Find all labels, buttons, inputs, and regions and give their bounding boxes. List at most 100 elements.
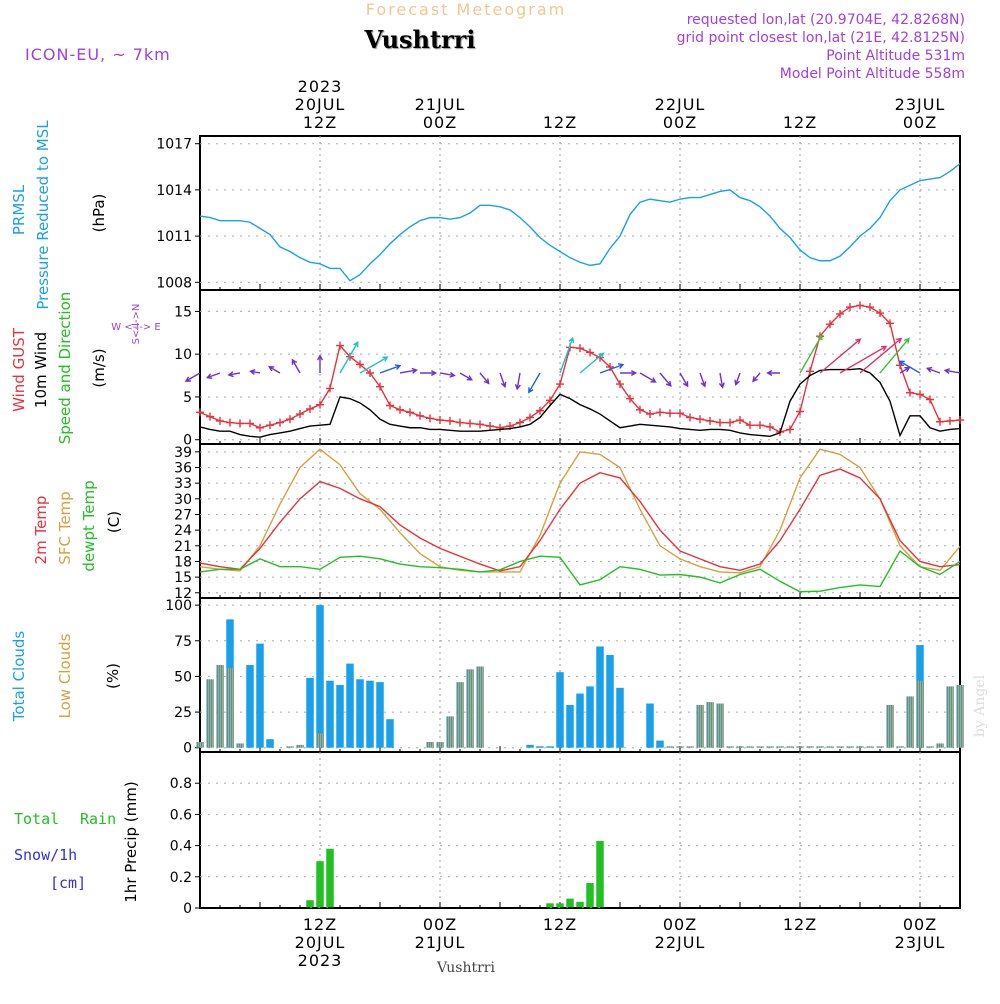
total-cloud-bar — [426, 742, 434, 748]
ytick-label: 75 — [174, 634, 192, 650]
wind-direction-arrow — [267, 366, 281, 374]
gust-marker — [756, 421, 764, 430]
time-label: 12Z — [543, 113, 577, 132]
rain-bar — [326, 848, 334, 908]
wind-direction-arrow — [639, 372, 657, 383]
total-cloud-bar — [846, 746, 854, 748]
location-title: Vushtrri — [364, 25, 476, 54]
total-cloud-bar — [596, 646, 604, 748]
wind-direction-arrow — [359, 356, 389, 374]
gust-marker — [356, 360, 364, 369]
gust-marker — [616, 380, 624, 389]
compass-we: W <-I-> E — [111, 322, 161, 333]
gust-marker — [406, 408, 414, 417]
ytick-label: 0 — [183, 433, 192, 449]
time-label: 23JUL — [895, 933, 946, 952]
total-cloud-bar — [216, 665, 224, 748]
gust-marker — [826, 320, 834, 329]
rain-label: Rain — [80, 810, 116, 828]
gust-marker — [916, 390, 924, 399]
gust-marker — [666, 409, 674, 418]
cloud-panel-labels: Total Clouds Low Clouds (%) — [10, 631, 122, 723]
wind-direction-arrow — [339, 340, 359, 374]
ytick-label: 0.8 — [170, 776, 192, 792]
gust-marker — [646, 410, 654, 419]
gust-marker — [516, 418, 524, 427]
wind-direction-arrow — [879, 337, 910, 374]
wind-direction-arrow — [925, 366, 941, 374]
total-label: Total — [14, 810, 59, 828]
rain-bar — [556, 903, 564, 908]
gust-marker — [376, 382, 384, 391]
temp-unit: (C) — [105, 511, 123, 533]
total-cloud-bar — [386, 719, 394, 748]
gust-marker — [196, 408, 204, 417]
low-cloud-bar — [916, 680, 924, 748]
total-cloud-bar — [586, 686, 594, 748]
total-cloud-bar — [476, 666, 484, 748]
wind-direction-arrow — [291, 358, 301, 374]
gust-marker — [236, 419, 244, 428]
total-cloud-bar — [886, 704, 894, 748]
total-cloud-bar — [196, 742, 204, 748]
gust-marker — [796, 407, 804, 416]
wind-direction-arrow — [699, 372, 707, 388]
gust-marker — [636, 405, 644, 414]
time-label: 12Z — [783, 113, 817, 132]
total-cloud-bar — [906, 696, 914, 748]
time-label: 00Z — [903, 113, 937, 132]
rain-bar — [596, 840, 604, 908]
total-cloud-bar — [606, 655, 614, 748]
gust-marker — [276, 418, 284, 427]
ytick-label: 15 — [174, 304, 192, 320]
gust-marker — [586, 348, 594, 357]
gust-marker — [886, 319, 894, 328]
total-cloud-bar — [686, 746, 694, 748]
ytick-label: 1017 — [156, 137, 192, 153]
gust-marker — [266, 421, 274, 430]
wind-direction-arrow — [579, 352, 605, 374]
total-cloud-bar — [576, 693, 584, 748]
total-cloud-label: Total Clouds — [10, 631, 28, 723]
gridpoint-coords: grid point closest lon,lat (21E, 42.8125… — [677, 30, 965, 46]
total-cloud-bar — [466, 669, 474, 748]
total-cloud-bar — [796, 746, 804, 748]
gust-marker — [286, 415, 294, 424]
panel-frames — [199, 135, 961, 909]
total-cloud-bar — [866, 746, 874, 748]
gust-marker — [766, 422, 774, 431]
wind-direction-arrow — [839, 345, 888, 374]
gust-marker — [456, 418, 464, 427]
total-cloud-bar — [776, 746, 784, 748]
total-cloud-bar — [956, 684, 964, 748]
total-cloud-bar — [946, 686, 954, 748]
wind-direction-arrow — [599, 363, 625, 374]
gust-marker — [676, 409, 684, 418]
time-label: 00Z — [663, 915, 697, 934]
wind-direction-arrow — [399, 367, 418, 374]
gust-marker — [256, 423, 264, 432]
ytick-label: 0.2 — [170, 870, 192, 886]
time-label: 21JUL — [415, 95, 466, 114]
total-cloud-bar — [206, 679, 214, 748]
wind-direction-arrow — [943, 368, 961, 375]
wind-unit: (m/s) — [90, 348, 108, 387]
gust-marker — [426, 414, 434, 423]
time-label: 12Z — [543, 915, 577, 934]
ytick-label: 100 — [165, 598, 192, 614]
model-altitude: Model Point Altitude 558m — [780, 66, 965, 82]
dewpoint-line — [199, 549, 961, 593]
gust-marker — [786, 425, 794, 434]
gust-marker — [696, 415, 704, 424]
total-cloud-bar — [676, 746, 684, 748]
total-cloud-bar — [806, 746, 814, 748]
chart-marks — [184, 163, 964, 909]
rain-bar — [576, 901, 584, 908]
panel-frame-4 — [199, 751, 961, 909]
wind-direction-arrow — [819, 338, 862, 374]
wind-direction-arrow — [559, 336, 575, 374]
total-cloud-bar — [356, 679, 364, 748]
total-cloud-bar — [926, 746, 934, 748]
